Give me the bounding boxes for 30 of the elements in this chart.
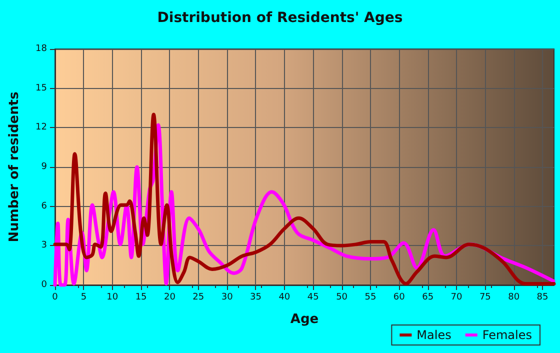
x-tick-label: 15 <box>135 292 147 302</box>
legend-label: Females <box>482 328 532 342</box>
y-tick-label: 3 <box>41 240 47 251</box>
x-tick-label: 10 <box>106 292 118 302</box>
x-tick-label: 45 <box>307 292 319 302</box>
x-tick-label: 80 <box>508 292 520 302</box>
x-tick-label: 60 <box>393 292 406 302</box>
x-tick-label: 50 <box>336 292 348 302</box>
x-tick-label: 40 <box>278 292 290 302</box>
x-tick-label: 30 <box>221 292 234 302</box>
y-tick-label: 18 <box>36 44 48 54</box>
x-tick-label: 75 <box>479 292 491 302</box>
x-tick-label: 5 <box>80 292 87 302</box>
y-tick-label: 15 <box>36 83 47 94</box>
x-tick-label: 20 <box>164 292 176 302</box>
x-tick-label: 70 <box>450 292 462 302</box>
x-tick-label: 35 <box>250 292 262 302</box>
x-tick-label: 85 <box>536 292 548 302</box>
y-tick-label: 6 <box>41 201 48 212</box>
x-tick-label: 55 <box>364 292 376 302</box>
y-tick-label: 9 <box>41 162 48 172</box>
x-tick-label: 65 <box>422 292 434 302</box>
y-tick-label: 0 <box>41 280 48 290</box>
y-axis-title: Number of residents <box>7 91 22 242</box>
x-axis-title: Age <box>290 312 319 327</box>
y-tick-label: 12 <box>36 122 47 133</box>
x-tick-label: 25 <box>192 292 204 302</box>
legend-label: Males <box>416 328 452 342</box>
chart-title: Distribution of Residents' Ages <box>157 10 403 26</box>
x-tick-label: 0 <box>52 292 58 302</box>
